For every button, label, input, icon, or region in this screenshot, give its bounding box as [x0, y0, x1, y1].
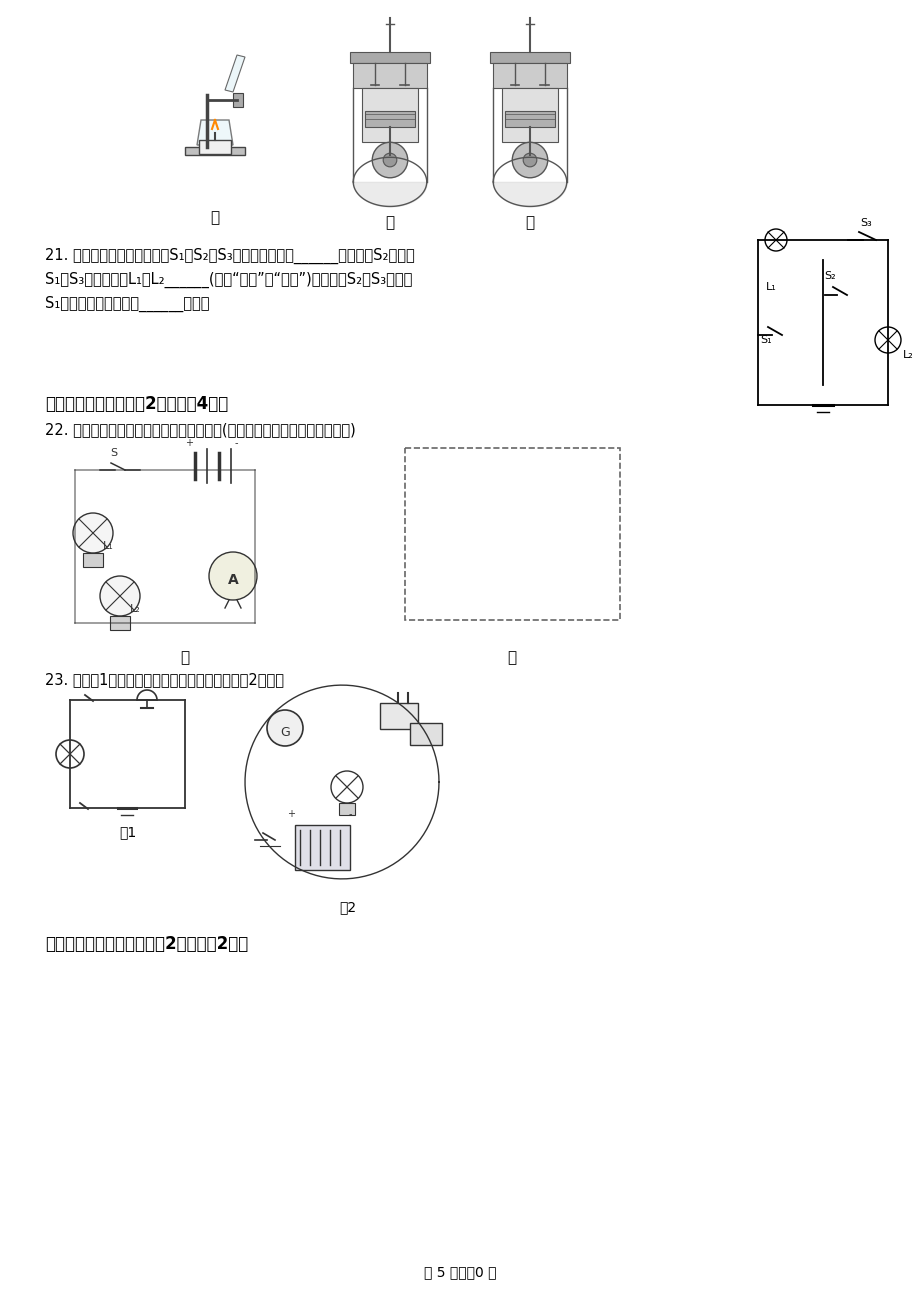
- Text: 22. 根据实物图甲，在框乙中画出电路图。(要求：规范美观与实物一一对应): 22. 根据实物图甲，在框乙中画出电路图。(要求：规范美观与实物一一对应): [45, 422, 356, 437]
- Text: S₁断开时，电路中只有______工作。: S₁断开时，电路中只有______工作。: [45, 296, 210, 312]
- Text: 四、实验探究题：本大题共2小题，共2分。: 四、实验探究题：本大题共2小题，共2分。: [45, 935, 248, 953]
- Bar: [83, 553, 103, 566]
- Bar: [295, 825, 349, 870]
- Circle shape: [331, 771, 363, 803]
- Text: L₁: L₁: [103, 542, 114, 551]
- Bar: [199, 141, 231, 154]
- Bar: [380, 703, 417, 729]
- Text: -: -: [234, 437, 238, 448]
- Text: 丙: 丙: [525, 215, 534, 230]
- Text: S₂: S₂: [823, 271, 834, 281]
- Text: 三、作图题：本大题共2小题，共4分。: 三、作图题：本大题共2小题，共4分。: [45, 395, 228, 413]
- Text: 乙: 乙: [507, 650, 516, 665]
- Bar: [502, 87, 557, 142]
- Circle shape: [523, 154, 537, 167]
- Text: G: G: [279, 725, 289, 738]
- Bar: [362, 87, 417, 142]
- Bar: [505, 111, 554, 128]
- Circle shape: [56, 740, 84, 768]
- Text: S₁、S₃均断开时，L₁与L₂______(选填“串联”或“并联”)；当开关S₂、S₃闭合，: S₁、S₃均断开时，L₁与L₂______(选填“串联”或“并联”)；当开关S₂…: [45, 272, 412, 288]
- Circle shape: [765, 229, 786, 251]
- Text: 乙: 乙: [385, 215, 394, 230]
- Text: L₁: L₁: [766, 283, 776, 292]
- Circle shape: [372, 142, 407, 178]
- Circle shape: [267, 710, 302, 746]
- Text: +: +: [287, 809, 295, 819]
- Bar: [353, 62, 426, 87]
- Text: S: S: [110, 448, 117, 458]
- Text: 甲: 甲: [210, 210, 220, 225]
- Text: 图1: 图1: [119, 825, 137, 838]
- Circle shape: [874, 327, 900, 353]
- Circle shape: [73, 513, 113, 553]
- Polygon shape: [225, 55, 244, 92]
- Text: 图2: 图2: [339, 900, 357, 914]
- Bar: [489, 52, 570, 62]
- Bar: [338, 803, 355, 815]
- Bar: [410, 723, 441, 745]
- Circle shape: [100, 575, 140, 616]
- Text: -: -: [348, 809, 352, 819]
- Bar: [185, 147, 244, 155]
- Text: 甲: 甲: [180, 650, 189, 665]
- Circle shape: [382, 154, 396, 167]
- Text: L₂: L₂: [902, 350, 913, 359]
- Bar: [493, 62, 566, 87]
- Text: S₃: S₃: [859, 217, 871, 228]
- Bar: [349, 52, 430, 62]
- Bar: [233, 92, 243, 107]
- Circle shape: [209, 552, 256, 600]
- Bar: [110, 616, 130, 630]
- Text: L₂: L₂: [130, 604, 141, 615]
- Bar: [404, 448, 619, 620]
- Circle shape: [512, 142, 547, 178]
- Text: 21. 如图所示的电路，当开关S₁、S₂、S₃均闭合时，电路______；当开关S₂闭合，: 21. 如图所示的电路，当开关S₁、S₂、S₃均闭合时，电路______；当开关…: [45, 247, 414, 264]
- Polygon shape: [197, 120, 233, 145]
- Text: 第 5 页，共0 页: 第 5 页，共0 页: [424, 1266, 495, 1279]
- Text: A: A: [227, 573, 238, 587]
- Text: S₁: S₁: [759, 335, 771, 345]
- Text: 23. 根据图1的电路图，用笔画线代替导线连接图2电路。: 23. 根据图1的电路图，用笔画线代替导线连接图2电路。: [45, 672, 284, 687]
- Text: +: +: [185, 437, 193, 448]
- Bar: [365, 111, 414, 128]
